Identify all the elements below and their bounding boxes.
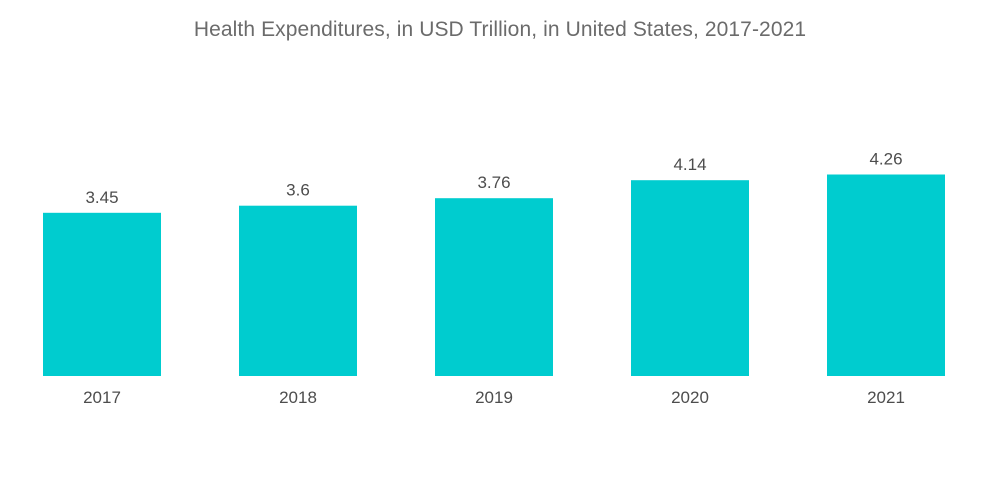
bar-2021 <box>827 174 945 376</box>
value-labels-group: 3.45 3.6 3.76 4.14 4.26 <box>85 150 902 207</box>
bar-2020 <box>631 180 749 376</box>
bars-group <box>43 174 945 376</box>
x-tick-label-2020: 2020 <box>671 388 709 407</box>
bar-value-label-2021: 4.26 <box>869 150 902 169</box>
bar-value-label-2018: 3.6 <box>286 181 310 200</box>
bar-value-label-2019: 3.76 <box>477 173 510 192</box>
x-tick-label-2018: 2018 <box>279 388 317 407</box>
x-tick-labels-group: 2017 2018 2019 2020 2021 <box>83 388 905 407</box>
bar-2018 <box>239 205 357 376</box>
x-tick-label-2017: 2017 <box>83 388 121 407</box>
bar-value-label-2020: 4.14 <box>673 155 706 174</box>
x-tick-label-2021: 2021 <box>867 388 905 407</box>
chart-title: Health Expenditures, in USD Trillion, in… <box>193 18 807 41</box>
bar-2017 <box>43 212 161 376</box>
bar-2019 <box>435 198 553 376</box>
bar-value-label-2017: 3.45 <box>85 188 118 207</box>
x-tick-label-2019: 2019 <box>475 388 513 407</box>
